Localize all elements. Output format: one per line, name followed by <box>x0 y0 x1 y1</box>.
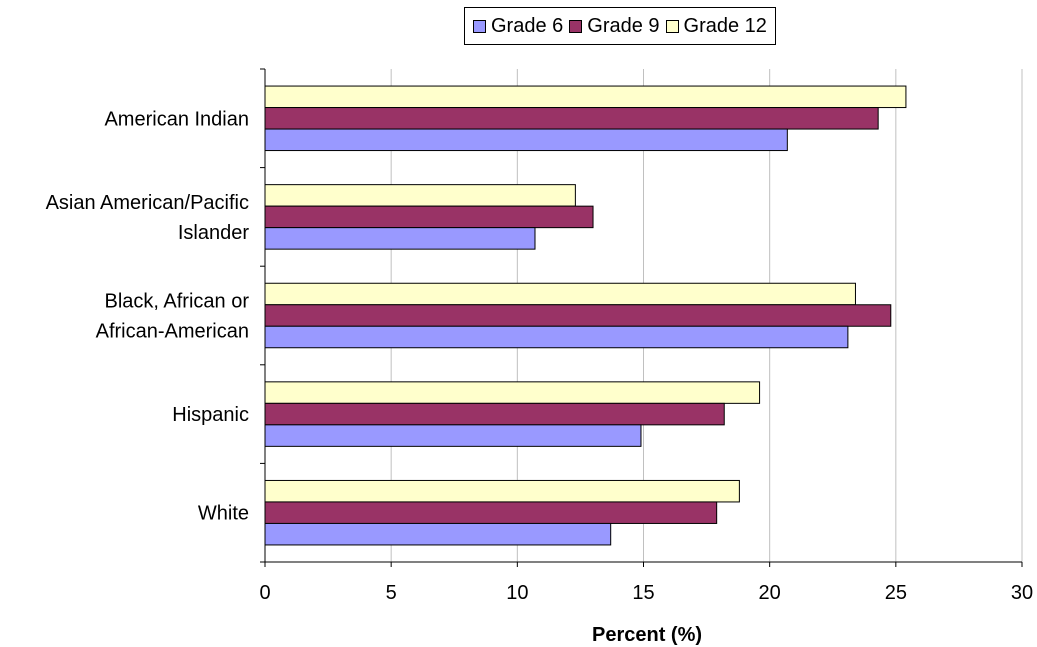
bar-grade-6 <box>264 128 788 152</box>
legend-swatch-grade-12 <box>665 19 679 33</box>
x-tick-label: 0 <box>259 582 270 604</box>
category-label: American Indian <box>104 108 249 130</box>
x-tick-label: 20 <box>759 582 781 604</box>
bar-grade-6 <box>264 325 849 349</box>
category-label: White <box>198 503 249 525</box>
bar-grade-9 <box>264 304 892 327</box>
legend-swatch-grade-9 <box>569 19 583 33</box>
x-tick-label: 15 <box>632 582 654 604</box>
legend-item-grade-9: Grade 9 <box>569 14 660 38</box>
bar-grade-6 <box>264 424 642 447</box>
bar-grade-12 <box>264 184 576 207</box>
bar-grade-9 <box>264 501 718 524</box>
bar-grade-9 <box>264 107 879 130</box>
x-tick-label: 30 <box>1011 582 1033 604</box>
bar-grade-12 <box>264 85 907 109</box>
bar-grade-6 <box>264 227 536 250</box>
legend-item-grade-6: Grade 6 <box>473 15 563 38</box>
bar-grade-9 <box>264 402 725 426</box>
legend-label-grade-9: Grade 9 <box>587 14 660 37</box>
chart-legend: Grade 6 Grade 9 Grade 12 <box>464 7 776 45</box>
category-label: Black, African or <box>104 291 249 313</box>
category-label: Islander <box>178 222 249 244</box>
x-tick-label: 5 <box>386 582 397 604</box>
category-label: African-American <box>96 321 249 343</box>
legend-swatch-grade-6 <box>473 19 486 33</box>
category-label: Hispanic <box>172 404 249 426</box>
x-tick-label: 10 <box>506 582 528 604</box>
bar-grade-12 <box>264 282 856 306</box>
legend-label-grade-12: Grade 12 <box>683 14 767 37</box>
bar-grade-6 <box>264 522 612 546</box>
x-axis-title: Percent (%) <box>592 624 702 646</box>
legend-label-grade-6: Grade 6 <box>491 14 564 37</box>
legend-item-grade-12: Grade 12 <box>665 14 767 38</box>
bar-grade-9 <box>264 205 594 229</box>
bar-grade-12 <box>264 381 761 404</box>
category-label: Asian American/Pacific <box>46 192 249 214</box>
bar-grade-12 <box>264 479 740 503</box>
x-tick-label: 25 <box>885 582 907 604</box>
